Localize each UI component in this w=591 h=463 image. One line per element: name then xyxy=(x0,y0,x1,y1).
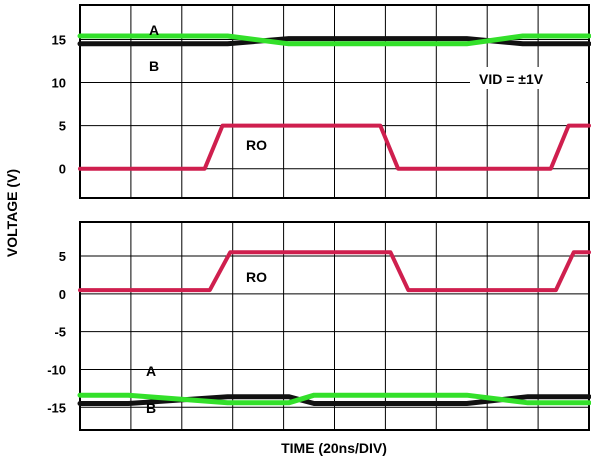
label-b-top: B xyxy=(149,58,159,74)
top-panel: 0 5 10 15 A B RO VID = ±1V xyxy=(52,4,591,199)
bottom-trace-ro xyxy=(78,250,591,293)
bottom-panel-y-ticks: -15 -10 -5 0 5 xyxy=(47,249,66,415)
top-panel-y-ticks: 0 5 10 15 xyxy=(52,32,66,176)
bottom-y-tick-label: 5 xyxy=(59,249,66,264)
label-ro-bottom: RO xyxy=(246,269,267,285)
y-axis-title: VOLTAGE (V) xyxy=(4,169,20,257)
top-y-tick-label: 10 xyxy=(52,76,66,91)
top-trace-b xyxy=(77,33,591,47)
vid-label-background xyxy=(470,67,586,89)
bottom-trace-b xyxy=(77,392,591,406)
bottom-y-tick-label: 0 xyxy=(59,287,66,302)
top-panel-traces xyxy=(77,33,591,171)
bottom-y-tick-label: -10 xyxy=(47,362,66,377)
top-y-tick-label: 15 xyxy=(52,32,66,47)
vid-annotation: VID = ±1V xyxy=(479,71,544,87)
label-a-top: A xyxy=(149,22,159,38)
top-y-tick-label: 0 xyxy=(59,162,66,177)
label-ro-top: RO xyxy=(246,137,267,153)
label-a-bottom: A xyxy=(146,363,156,379)
bottom-panel: -15 -10 -5 0 5 RO A B xyxy=(47,221,591,431)
bottom-y-tick-label: -15 xyxy=(47,400,66,415)
x-axis-title: TIME (20ns/DIV) xyxy=(281,440,387,456)
bottom-y-tick-label: -5 xyxy=(54,325,66,340)
top-trace-a xyxy=(77,36,591,47)
bottom-panel-traces xyxy=(77,250,591,406)
label-b-bottom: B xyxy=(146,400,156,416)
top-y-tick-label: 5 xyxy=(59,119,66,134)
top-trace-ro xyxy=(78,123,591,171)
